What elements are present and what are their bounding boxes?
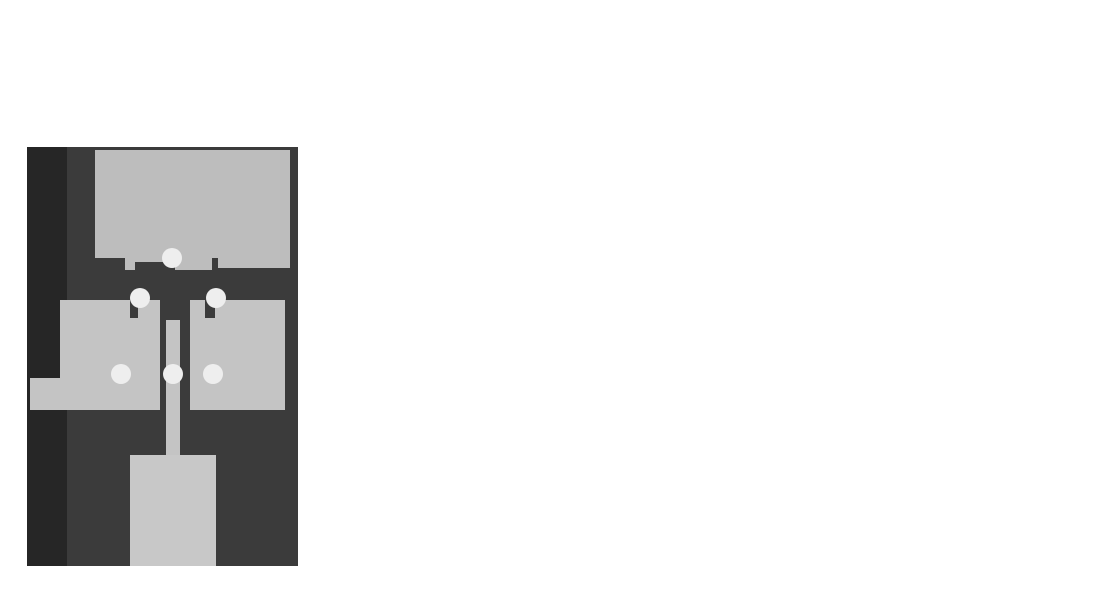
top-gate [95,150,290,270]
center-gate [166,320,180,460]
label-circle [162,248,182,268]
label-circle [163,364,183,384]
label-circle [206,288,226,308]
label-circle [203,364,223,384]
left-gate [60,300,160,410]
right-gate [190,300,285,410]
bottom-pad [130,455,216,566]
micrograph [27,147,298,566]
left-lead [30,378,80,410]
label-circle [130,288,150,308]
micrograph-labels [111,248,226,384]
label-circle [111,364,131,384]
